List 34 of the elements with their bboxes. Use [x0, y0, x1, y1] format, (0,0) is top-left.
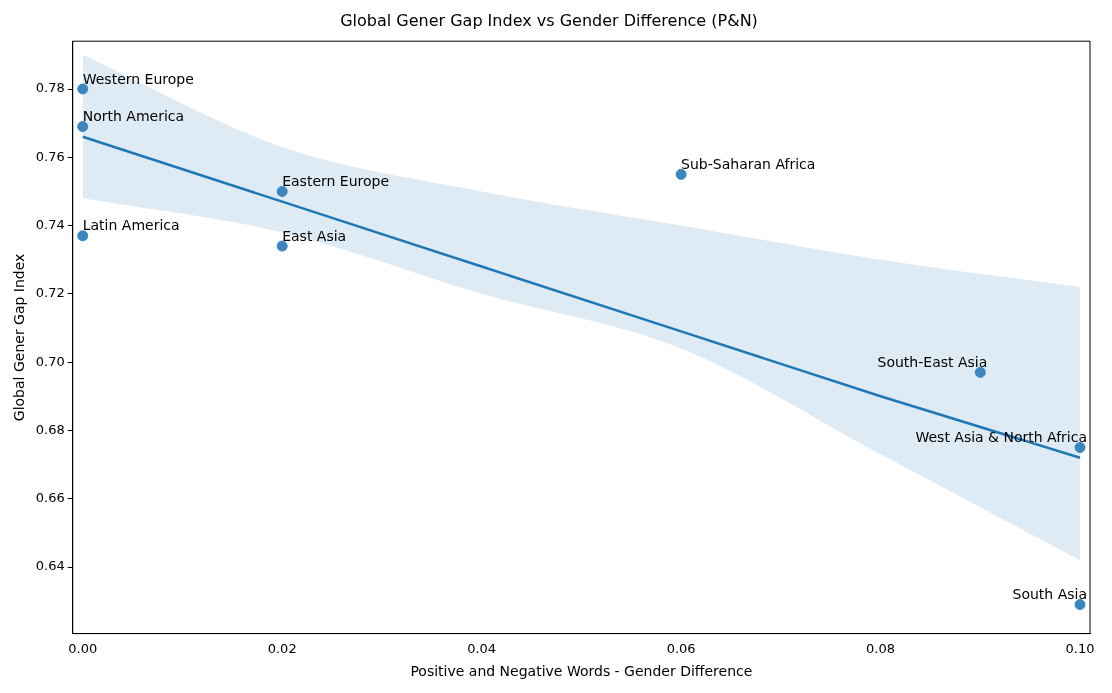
y-axis-title: Global Gener Gap Index	[11, 253, 28, 422]
y-tick-label: 0.64	[35, 558, 65, 574]
annotation: Western Europe	[82, 70, 194, 87]
annotation: Eastern Europe	[282, 173, 390, 190]
x-tick-label: 0.10	[1065, 640, 1095, 656]
x-axis-title: Positive and Negative Words - Gender Difference	[410, 663, 753, 680]
point	[276, 240, 288, 252]
y-tick-label: 0.72	[35, 285, 65, 301]
annotation: South-East Asia	[877, 354, 988, 371]
annotation: Sub-Saharan Africa	[681, 156, 816, 172]
point	[675, 168, 687, 180]
point	[974, 366, 986, 378]
y-tick-label: 0.66	[35, 490, 65, 506]
point	[77, 230, 89, 242]
y-tick-label: 0.78	[35, 80, 65, 96]
point	[1074, 442, 1086, 454]
y-tick-label: 0.74	[35, 216, 65, 232]
x-tick-label: 0.00	[68, 640, 98, 656]
point	[1074, 599, 1086, 611]
x-tick-label: 0.06	[666, 640, 696, 656]
chart-title: Global Gener Gap Index vs Gender Difference (P&N)	[340, 10, 758, 30]
point	[77, 121, 89, 133]
x-tick-label: 0.02	[267, 640, 297, 656]
y-tick-label: 0.68	[35, 421, 65, 437]
point	[77, 83, 89, 95]
annotation: North America	[82, 108, 185, 125]
point	[276, 185, 288, 197]
x-tick-label: 0.08	[866, 640, 896, 656]
annotation: East Asia	[282, 227, 347, 244]
y-tick-label: 0.76	[35, 148, 65, 164]
annotation: Latin America	[82, 217, 180, 234]
y-tick-label: 0.70	[35, 353, 65, 369]
x-tick-label: 0.04	[467, 640, 497, 656]
annotation: South Asia	[1012, 586, 1088, 603]
